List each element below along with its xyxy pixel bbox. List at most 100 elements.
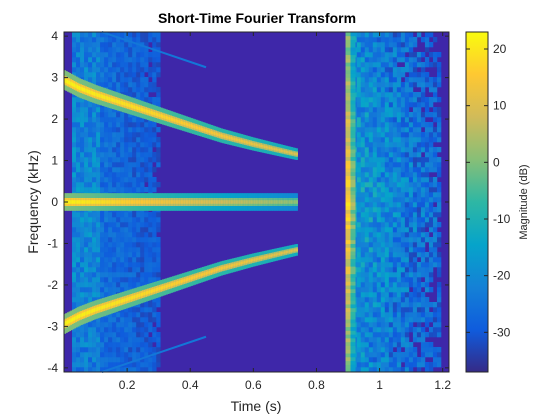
- spectrogram-cell: [376, 127, 382, 133]
- ridge-core: [138, 200, 142, 204]
- spectrogram-cell: [120, 172, 125, 178]
- spectrogram-cell: [368, 87, 374, 93]
- spectrogram-cell: [376, 342, 382, 348]
- spectrogram-cell: [420, 137, 426, 143]
- spectrogram-cell: [72, 127, 77, 133]
- ridge-core: [80, 313, 83, 318]
- spectrogram-cell: [128, 177, 133, 183]
- spectrogram-cell: [144, 57, 149, 63]
- spectrogram-cell: [116, 37, 121, 43]
- spectrogram-cell: [368, 37, 374, 43]
- spectrogram-cell: [368, 207, 374, 213]
- spectrogram-cell: [404, 37, 410, 43]
- ridge-core: [71, 200, 75, 204]
- spectrogram-cell: [436, 82, 442, 88]
- impulse-cell: [345, 273, 351, 278]
- spectrogram-cell: [424, 367, 430, 373]
- spectrogram-cell: [376, 112, 382, 118]
- ridge-core: [76, 314, 80, 319]
- spectrogram-cell: [420, 292, 426, 298]
- spectrogram-cell: [132, 242, 137, 248]
- spectrogram-cell: [372, 287, 378, 293]
- spectrogram-cell: [136, 332, 141, 338]
- spectrogram-cell: [408, 192, 414, 198]
- spectrogram-cell: [132, 342, 137, 348]
- spectrogram-cell: [76, 97, 81, 103]
- spectrogram-cell: [112, 112, 117, 118]
- spectrogram-cell: [368, 282, 374, 288]
- spectrogram-cell: [376, 307, 382, 313]
- spectrogram-cell: [132, 237, 137, 243]
- spectrogram-cell: [424, 97, 430, 103]
- spectrogram-cell: [84, 252, 89, 258]
- spectrogram-cell: [408, 72, 414, 78]
- spectrogram-cell: [412, 67, 418, 73]
- spectrogram-cell: [80, 257, 85, 263]
- spectrogram-cell: [152, 157, 157, 163]
- spectrogram-cell: [136, 167, 141, 173]
- ridge-core: [120, 299, 123, 304]
- impulse-edge-cell: [350, 209, 356, 214]
- spectrogram-cell: [376, 297, 382, 303]
- impulse-cell: [345, 224, 351, 229]
- spectrogram-cell: [424, 322, 430, 328]
- spectrogram-cell: [72, 342, 77, 348]
- spectrogram-cell: [436, 237, 442, 243]
- spectrogram-cell: [424, 262, 430, 268]
- spectrogram-cell: [368, 257, 374, 263]
- spectrogram-cell: [424, 192, 430, 198]
- spectrogram-cell: [84, 157, 89, 163]
- spectrogram-cell: [416, 177, 422, 183]
- spectrogram-cell: [356, 172, 362, 178]
- spectrogram-cell: [104, 137, 109, 143]
- spectrogram-cell: [376, 142, 382, 148]
- spectrogram-cell: [412, 182, 418, 188]
- ridge-core: [91, 200, 95, 204]
- spectrogram-cell: [128, 47, 133, 53]
- spectrogram-cell: [376, 362, 382, 368]
- spectrogram-cell: [132, 352, 137, 358]
- colorbar-tick-label: -10: [493, 212, 511, 226]
- spectrogram-cell: [144, 232, 149, 238]
- spectrogram-cell: [380, 252, 386, 258]
- ridge-core: [225, 200, 228, 204]
- spectrogram-cell: [112, 247, 117, 253]
- spectrogram-cell: [388, 272, 394, 278]
- spectrogram-cell: [368, 187, 374, 193]
- spectrogram-cell: [360, 367, 366, 373]
- spectrogram-cell: [72, 367, 77, 373]
- y-tick-label: 4: [51, 29, 58, 43]
- spectrogram-cell: [116, 267, 121, 273]
- spectrogram-cell: [400, 307, 406, 313]
- spectrogram-cell: [420, 62, 426, 68]
- spectrogram-cell: [112, 47, 117, 53]
- spectrogram-cell: [368, 212, 374, 218]
- spectrogram-cell: [92, 237, 97, 243]
- spectrogram-cell: [372, 32, 378, 38]
- spectrogram-cell: [136, 222, 141, 228]
- spectrogram-cell: [388, 332, 394, 338]
- spectrogram-cell: [424, 42, 430, 48]
- spectrogram-cell: [144, 157, 149, 163]
- spectrogram-cell: [100, 282, 105, 288]
- spectrogram-cell: [88, 327, 93, 333]
- spectrogram-cell: [136, 212, 141, 218]
- spectrogram-cell: [428, 122, 434, 128]
- spectrogram-cell: [84, 32, 89, 38]
- spectrogram-cell: [364, 282, 370, 288]
- spectrogram-cell: [112, 237, 117, 243]
- spectrogram-cell: [128, 317, 133, 323]
- spectrogram-cell: [80, 162, 85, 168]
- ridge-core: [90, 90, 93, 95]
- ridge-core: [185, 122, 188, 126]
- spectrogram-cell: [400, 102, 406, 108]
- impulse-edge-cell: [350, 300, 356, 305]
- spectrogram-cell: [424, 182, 430, 188]
- spectrogram-cell: [408, 67, 414, 73]
- spectrogram-cell: [416, 197, 422, 203]
- spectrogram-cell: [116, 142, 121, 148]
- spectrogram-cell: [420, 142, 426, 148]
- ridge-core: [150, 110, 153, 115]
- spectrogram-cell: [92, 182, 97, 188]
- spectrogram-cell: [72, 332, 77, 338]
